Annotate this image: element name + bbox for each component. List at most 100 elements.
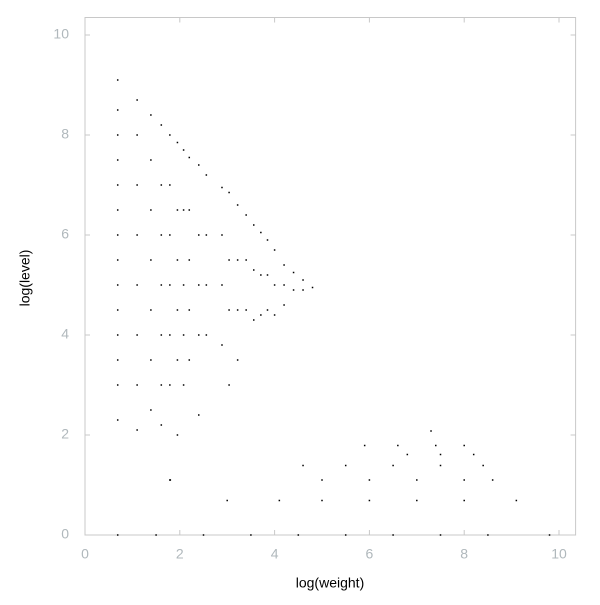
point bbox=[188, 359, 191, 361]
point bbox=[205, 174, 208, 176]
point bbox=[487, 534, 489, 536]
point bbox=[188, 259, 191, 261]
y-tick-label: 0 bbox=[61, 526, 69, 542]
point bbox=[439, 453, 442, 456]
point bbox=[198, 334, 200, 336]
point bbox=[116, 384, 119, 386]
point bbox=[252, 269, 255, 271]
point bbox=[236, 259, 239, 261]
point bbox=[363, 444, 366, 447]
point bbox=[439, 534, 442, 536]
point bbox=[463, 479, 465, 481]
point bbox=[273, 249, 276, 251]
point bbox=[169, 384, 171, 386]
y-tick-label: 6 bbox=[61, 226, 69, 242]
point bbox=[344, 534, 347, 536]
point bbox=[136, 134, 138, 136]
x-tick-label: 4 bbox=[271, 546, 279, 562]
point bbox=[297, 534, 300, 536]
point bbox=[169, 234, 171, 236]
point bbox=[116, 359, 119, 361]
point bbox=[116, 79, 119, 81]
point bbox=[266, 239, 269, 241]
point bbox=[228, 259, 230, 261]
point bbox=[176, 309, 179, 311]
point bbox=[150, 409, 152, 411]
point bbox=[321, 499, 323, 502]
point bbox=[116, 259, 119, 261]
point bbox=[116, 159, 119, 161]
point bbox=[169, 334, 171, 336]
point bbox=[302, 464, 304, 467]
point bbox=[198, 164, 200, 166]
point bbox=[150, 309, 152, 311]
y-tick-label: 8 bbox=[61, 126, 69, 142]
point bbox=[150, 114, 152, 116]
point bbox=[155, 534, 157, 536]
point bbox=[321, 479, 323, 481]
point bbox=[515, 499, 518, 502]
point bbox=[228, 191, 230, 194]
point bbox=[416, 479, 418, 481]
point bbox=[472, 453, 475, 456]
point bbox=[392, 534, 394, 536]
point bbox=[397, 444, 399, 447]
x-tick-label: 2 bbox=[176, 546, 184, 562]
point bbox=[292, 271, 295, 274]
point bbox=[228, 309, 230, 311]
point bbox=[160, 284, 163, 286]
y-tick-label: 10 bbox=[53, 26, 69, 42]
x-tick-label: 0 bbox=[81, 546, 89, 562]
point bbox=[236, 309, 239, 311]
point bbox=[273, 314, 276, 316]
point bbox=[252, 319, 255, 321]
point bbox=[260, 274, 262, 276]
point bbox=[198, 284, 200, 286]
point bbox=[245, 259, 247, 261]
point bbox=[160, 424, 163, 426]
point bbox=[136, 99, 138, 101]
point bbox=[116, 534, 119, 536]
point bbox=[150, 259, 152, 261]
point bbox=[116, 284, 119, 286]
point bbox=[182, 334, 185, 336]
point bbox=[278, 499, 281, 502]
point bbox=[160, 124, 163, 126]
point bbox=[205, 234, 208, 236]
point bbox=[169, 134, 171, 136]
point bbox=[176, 434, 179, 436]
point bbox=[176, 209, 179, 211]
point bbox=[150, 209, 152, 211]
plot-frame bbox=[84, 17, 577, 536]
point bbox=[236, 204, 239, 206]
point bbox=[283, 264, 285, 266]
point bbox=[463, 444, 465, 447]
point bbox=[136, 184, 138, 186]
point bbox=[116, 234, 119, 236]
point bbox=[188, 156, 191, 159]
point bbox=[136, 234, 138, 236]
point bbox=[205, 334, 208, 336]
point bbox=[368, 479, 371, 481]
point bbox=[226, 499, 228, 502]
point bbox=[283, 304, 285, 306]
point bbox=[260, 314, 262, 316]
point bbox=[260, 231, 262, 234]
point bbox=[548, 534, 551, 536]
point bbox=[188, 309, 191, 311]
point bbox=[116, 109, 119, 111]
point bbox=[202, 534, 205, 536]
point bbox=[176, 359, 179, 361]
point bbox=[136, 284, 138, 286]
point bbox=[302, 289, 304, 291]
point bbox=[169, 479, 172, 481]
point bbox=[221, 186, 223, 189]
point bbox=[266, 274, 269, 276]
point bbox=[136, 429, 138, 431]
y-tick-label: 4 bbox=[61, 326, 69, 342]
point bbox=[176, 141, 179, 144]
point bbox=[463, 499, 465, 502]
point bbox=[182, 284, 185, 286]
point bbox=[160, 184, 163, 186]
